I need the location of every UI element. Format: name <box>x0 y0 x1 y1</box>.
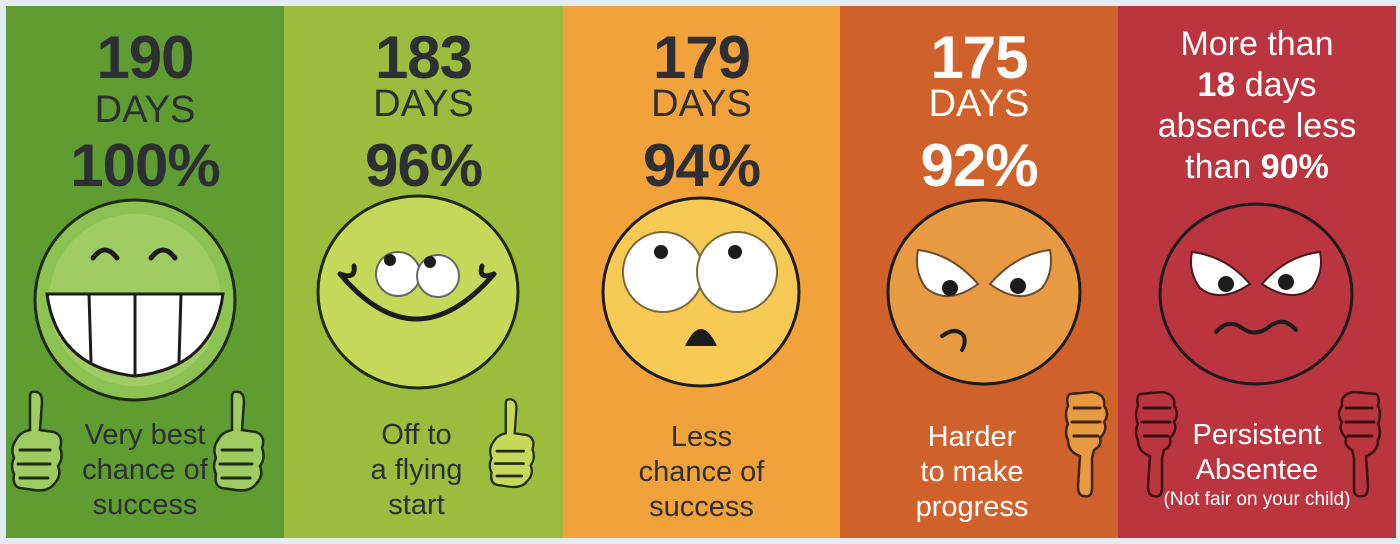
days-number: 183 <box>374 24 473 91</box>
attendance-percentage: 92% <box>920 132 1038 199</box>
grinning-face-icon <box>33 198 237 402</box>
caption: Very best chance of success <box>6 418 284 523</box>
headline-line: absence less <box>1157 107 1357 145</box>
caption-line: chance of <box>82 454 208 486</box>
headline-line: than 90% <box>1118 147 1396 188</box>
attendance-infographic: 190 DAYS 100% <box>6 6 1396 538</box>
caption-line: success <box>92 489 198 521</box>
caption-line: chance of <box>638 456 765 488</box>
panel-190-days: 190 DAYS 100% <box>6 6 284 538</box>
attendance-percentage: 96% <box>364 132 483 199</box>
panel-175-days: 175 DAYS 92% Harder to make progress <box>840 6 1118 538</box>
days-number: 175 <box>930 24 1028 91</box>
percentage-threshold: 90% <box>1260 148 1329 186</box>
caption-line: to make <box>920 456 1024 488</box>
thumbs-down-icon <box>1062 388 1110 500</box>
surprised-face-icon <box>601 196 801 388</box>
headline-line: 18 days <box>1118 65 1396 106</box>
thumbs-down-icon <box>1132 388 1180 500</box>
caption: Less chance of success <box>563 420 840 525</box>
days-label: DAYS <box>928 83 1030 125</box>
angry-face-icon <box>1158 202 1354 386</box>
days-label: DAYS <box>94 89 196 131</box>
thumbs-up-icon <box>488 390 536 498</box>
caption-line: Less <box>670 421 733 453</box>
caption-line: Persistent <box>1192 419 1322 451</box>
caption: Off to a flying start <box>284 418 563 523</box>
caption-line: Absentee <box>1195 454 1319 486</box>
caption-line: Off to <box>381 419 452 451</box>
thumbs-up-icon <box>212 388 266 496</box>
caption-line: progress <box>915 491 1029 523</box>
thumbs-down-icon <box>1336 388 1384 500</box>
headline-text: days <box>1235 66 1317 104</box>
days-number: 179 <box>652 24 751 91</box>
caption-line: success <box>649 491 754 523</box>
smiling-eyes-up-face-icon <box>316 194 520 390</box>
days-label: DAYS <box>651 83 752 125</box>
frowning-angry-face-icon <box>886 198 1082 386</box>
caption: Persistent Absentee (Not fair on your ch… <box>1118 418 1396 512</box>
caption-note: (Not fair on your child) <box>1163 489 1351 510</box>
caption-line: Very best <box>84 419 206 451</box>
caption-line: a flying <box>370 454 463 486</box>
days-number: 190 <box>96 24 194 91</box>
panel-persistent-absentee: More than 18 days absence less than 90% <box>1118 6 1396 538</box>
headline-text: than <box>1185 148 1261 186</box>
attendance-percentage: 100% <box>70 132 220 199</box>
headline-line: More than <box>1180 25 1334 63</box>
caption: Harder to make progress <box>840 420 1118 525</box>
attendance-percentage: 94% <box>642 132 761 199</box>
panel-179-days: 179 DAYS 94% Less chance of success <box>563 6 840 538</box>
caption-line: start <box>388 489 445 521</box>
absence-headline: More than 18 days absence less than 90% <box>1118 24 1396 188</box>
panel-183-days: 183 DAYS 96% Off to a flying start <box>284 6 563 538</box>
caption-line: Harder <box>927 421 1017 453</box>
days-threshold: 18 <box>1197 66 1236 104</box>
days-label: DAYS <box>373 83 474 125</box>
thumbs-up-icon <box>10 388 64 496</box>
